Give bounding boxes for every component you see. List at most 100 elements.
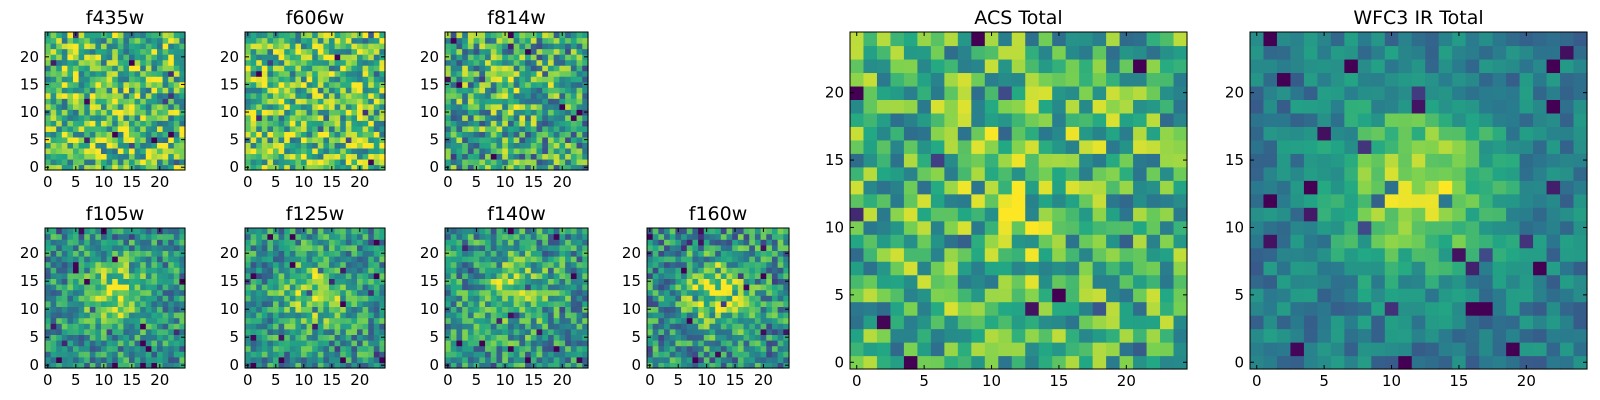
heatmap-cell [179,153,186,160]
heatmap-cell [1119,301,1134,316]
heatmap-cell [944,180,959,195]
heatmap-cell [536,65,543,72]
heatmap-cell [450,87,458,94]
heatmap-cell [496,65,503,72]
heatmap-cell [766,228,773,235]
heatmap-cell [698,244,705,251]
heatmap-cell [61,250,68,257]
heatmap-cell [323,114,330,121]
heatmap-cell [749,261,756,268]
heatmap-cell [749,250,756,257]
heatmap-cell [669,289,676,296]
heatmap-cell [467,306,475,313]
heatmap-cell [513,250,520,257]
heatmap-cell [129,312,136,319]
heatmap-cell [783,300,790,307]
heatmap-cell [373,306,380,313]
heatmap-cell [73,92,80,99]
heatmap-cell [84,295,91,302]
heatmap-cell [502,334,509,341]
heatmap-cell [507,103,515,110]
heatmap-cell [547,312,555,319]
heatmap-cell [703,295,711,302]
heatmap-cell [357,109,364,116]
heatmap-cell [284,351,291,358]
heatmap-cell [295,300,302,307]
heatmap-cell [709,312,716,319]
heatmap-cell [256,136,263,143]
heatmap-cell [525,131,532,138]
heatmap-cell [323,32,330,39]
heatmap-cell [145,114,152,121]
heatmap-cell [151,59,158,66]
heatmap-cell [565,70,572,77]
heatmap-cell [50,284,57,291]
heatmap-cell [373,70,380,77]
heatmap-cell [168,334,175,341]
heatmap-cell [67,136,74,143]
heatmap-cell [84,120,91,127]
heatmap-cell [362,125,369,132]
axes-frame [244,227,386,369]
heatmap-cell [151,272,158,279]
heatmap-cell [485,81,492,88]
heatmap-cell [450,32,458,39]
heatmap-cell [686,356,694,363]
heatmap-cell [519,356,526,363]
heatmap-cell [547,328,555,335]
heatmap-cell [485,267,492,274]
heatmap-cell [261,317,268,324]
heatmap-cell [289,59,296,66]
heatmap-cell [692,261,699,268]
heatmap-cell [467,228,475,235]
heatmap-cell [250,54,257,61]
heatmap-cell [273,289,280,296]
heatmap-cell [157,54,164,61]
heatmap-cell [686,306,694,313]
heatmap-cell [743,284,750,291]
heatmap-cell [84,317,91,324]
heatmap-cell [112,261,119,268]
heatmap-cell [278,92,285,99]
heatmap-cell [129,233,136,240]
heatmap-cell [473,328,480,335]
heatmap-cell [289,114,296,121]
heatmap-cell [345,250,352,257]
heatmap-cell [525,164,532,171]
heatmap-cell [162,164,169,171]
heatmap-cell [1133,166,1148,181]
heatmap-cell [317,295,324,302]
heatmap-cell [890,220,905,235]
heatmap-cell [357,92,364,99]
x-tick-label: 10 [294,173,313,191]
heatmap-cell [329,54,336,61]
heatmap-cell [749,228,756,235]
heatmap-cell [306,351,313,358]
heatmap-cell [306,362,313,369]
heatmap-cell [485,164,492,171]
heatmap-cell [317,328,324,335]
heatmap-cell [362,340,369,347]
heatmap-cell [168,256,175,263]
heatmap-cell [106,306,113,313]
heatmap-cell [1038,220,1053,235]
heatmap-cell [301,125,308,132]
heatmap-cell [743,334,750,341]
heatmap-cell [61,289,68,296]
heatmap-cell [56,54,63,61]
heatmap-cell [278,114,285,121]
heatmap-cell [456,153,463,160]
heatmap-cell [129,153,136,160]
heatmap-cell [903,153,918,168]
heatmap-cell [368,43,375,50]
heatmap-cell [692,267,699,274]
heatmap-cell [669,261,676,268]
heatmap-cell [173,158,180,166]
heatmap-cell [78,328,85,335]
heatmap-cell [462,334,469,341]
heatmap-cell [145,59,152,66]
heatmap-cell [502,142,509,149]
heatmap-cell [530,153,538,160]
heatmap-cell [267,92,274,99]
